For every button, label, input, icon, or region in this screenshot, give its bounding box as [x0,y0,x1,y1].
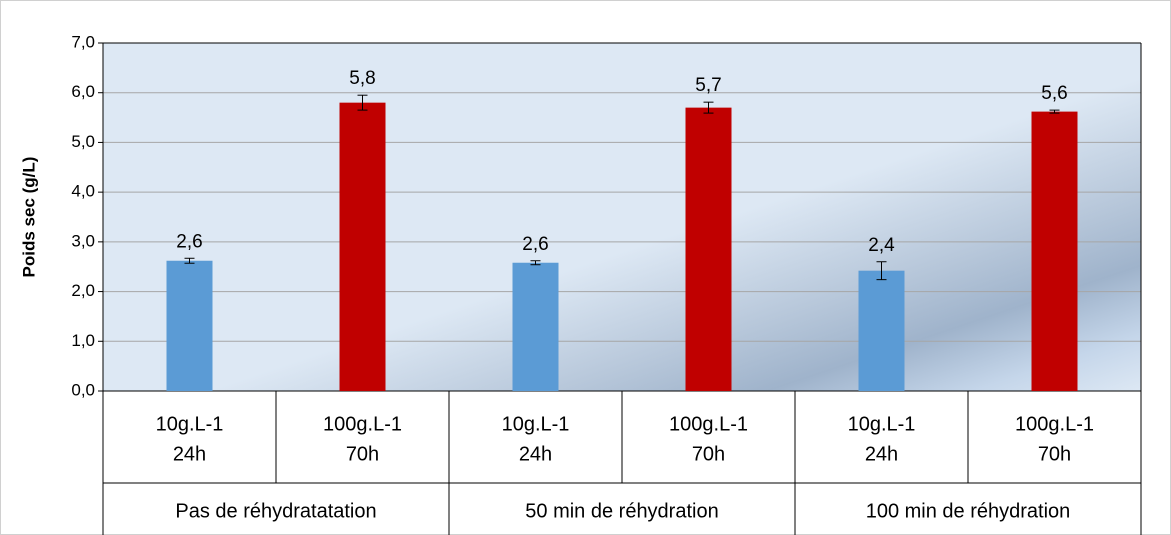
bar [685,107,732,391]
bar [858,270,905,391]
x-tick-label: 70h [692,443,725,465]
x-tick-label: 24h [173,443,206,465]
x-tick-label: 10g.L-1 [156,413,224,435]
group-label: 50 min de réhydration [525,500,718,522]
group-label: Pas de réhydratatation [175,500,376,522]
y-tick-label: 5,0 [71,132,95,151]
data-label: 5,8 [349,68,375,89]
bar [339,102,386,392]
y-axis-label: Poids sec (g/L) [19,157,38,278]
x-tick-label: 24h [865,443,898,465]
x-tick-label: 70h [346,443,379,465]
y-tick-label: 4,0 [71,182,95,201]
data-label: 2,6 [176,231,202,252]
x-tick-label: 24h [519,443,552,465]
x-tick-label: 70h [1038,443,1071,465]
bar [1031,111,1078,391]
data-label: 2,4 [868,235,895,256]
group-label: 100 min de réhydration [866,500,1071,522]
bar [166,260,213,391]
y-tick-label: 0,0 [71,380,95,399]
x-tick-label: 10g.L-1 [502,413,570,435]
y-tick-label: 6,0 [71,82,95,101]
y-tick-label: 7,0 [71,32,95,51]
x-tick-label: 100g.L-1 [669,413,748,435]
x-tick-label: 10g.L-1 [848,413,916,435]
data-label: 2,6 [522,234,548,255]
bar [512,262,559,391]
x-tick-label: 100g.L-1 [323,413,402,435]
data-label: 5,7 [695,75,721,96]
y-tick-label: 2,0 [71,281,95,300]
x-tick-label: 100g.L-1 [1015,413,1094,435]
y-tick-label: 1,0 [71,331,95,350]
plot-area [103,43,1141,391]
y-tick-label: 3,0 [71,231,95,250]
data-label: 5,6 [1041,83,1067,104]
